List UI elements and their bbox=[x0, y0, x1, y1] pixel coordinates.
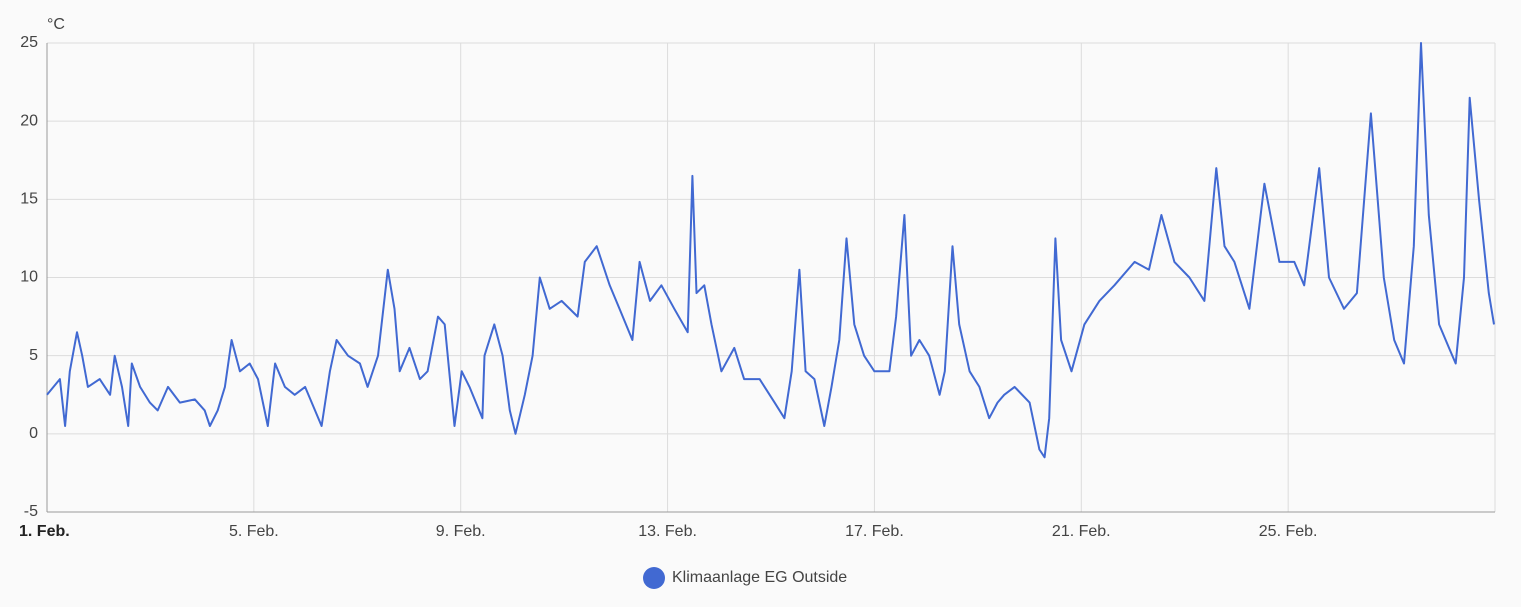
y-tick-label: -5 bbox=[24, 503, 38, 520]
y-tick-label: 20 bbox=[20, 112, 38, 129]
line-series bbox=[46, 42, 1495, 459]
x-tick-label: 5. Feb. bbox=[229, 523, 279, 540]
x-tick-label: 9. Feb. bbox=[436, 523, 486, 540]
y-unit: °C bbox=[47, 16, 65, 33]
x-tick-label: 13. Feb. bbox=[638, 523, 697, 540]
y-tick-label: 25 bbox=[20, 34, 38, 51]
x-tick-label: 25. Feb. bbox=[1259, 523, 1318, 540]
legend-swatch bbox=[643, 567, 665, 589]
y-tick-label: 15 bbox=[20, 191, 38, 208]
y-tick-label: 0 bbox=[29, 425, 38, 442]
y-tick-label: 5 bbox=[29, 347, 38, 364]
legend-label: Klimaanlage EG Outside bbox=[672, 569, 847, 586]
y-tick-label: 10 bbox=[20, 269, 38, 286]
x-tick-label: 17. Feb. bbox=[845, 523, 904, 540]
x-tick-label: 21. Feb. bbox=[1052, 523, 1111, 540]
x-tick-label: 1. Feb. bbox=[19, 523, 70, 540]
